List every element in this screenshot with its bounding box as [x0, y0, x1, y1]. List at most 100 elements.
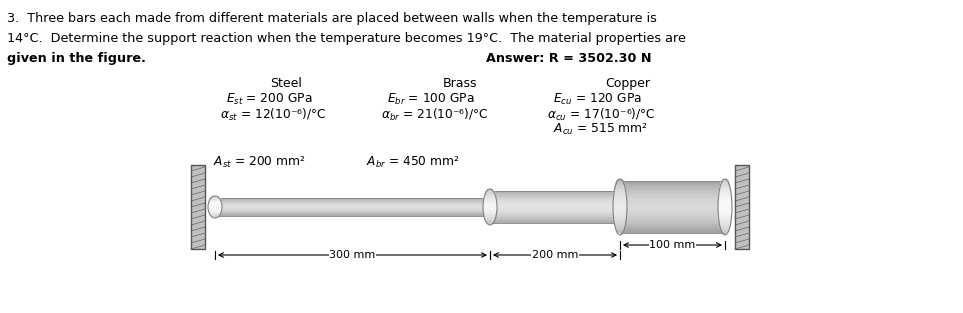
Bar: [490, 204, 620, 205]
Bar: [486, 190, 494, 192]
Bar: [717, 199, 732, 201]
Bar: [208, 209, 222, 211]
Bar: [209, 212, 221, 213]
Bar: [482, 205, 498, 207]
Bar: [483, 213, 497, 214]
Bar: [191, 165, 205, 249]
Bar: [482, 203, 498, 205]
Bar: [482, 210, 497, 212]
Bar: [490, 211, 620, 213]
Bar: [620, 204, 725, 206]
Bar: [616, 180, 624, 183]
Bar: [208, 201, 221, 203]
Bar: [209, 198, 221, 200]
Bar: [210, 198, 221, 199]
Bar: [215, 202, 490, 203]
Bar: [717, 205, 733, 207]
Bar: [718, 192, 732, 194]
Text: $A_{cu}$ = 515 mm²: $A_{cu}$ = 515 mm²: [553, 122, 648, 137]
Bar: [211, 196, 219, 198]
Bar: [613, 188, 626, 190]
Text: 14°C.  Determine the support reaction when the temperature becomes 19°C.  The ma: 14°C. Determine the support reaction whe…: [7, 32, 686, 45]
Bar: [620, 212, 725, 213]
Bar: [620, 217, 725, 219]
Bar: [490, 193, 620, 194]
Bar: [209, 199, 221, 200]
Bar: [620, 186, 725, 187]
Bar: [215, 199, 490, 200]
Bar: [490, 197, 620, 198]
Bar: [215, 199, 490, 200]
Bar: [490, 208, 620, 209]
Bar: [490, 194, 620, 196]
Bar: [483, 198, 497, 200]
Bar: [620, 226, 725, 228]
Bar: [207, 206, 222, 207]
Bar: [620, 192, 725, 194]
Bar: [490, 194, 620, 195]
Text: given in the figure.: given in the figure.: [7, 52, 145, 65]
Bar: [620, 218, 725, 220]
Bar: [735, 165, 749, 249]
Bar: [211, 215, 219, 217]
Bar: [490, 219, 620, 221]
Bar: [490, 220, 620, 221]
Text: $E_{br}$ = 100 GPa: $E_{br}$ = 100 GPa: [387, 92, 475, 107]
Bar: [620, 199, 725, 201]
Bar: [215, 211, 490, 212]
Bar: [490, 209, 620, 210]
Bar: [490, 221, 620, 222]
Bar: [215, 201, 490, 202]
Bar: [617, 231, 623, 233]
Bar: [717, 208, 733, 211]
Bar: [484, 193, 496, 195]
Bar: [719, 225, 730, 228]
Bar: [613, 218, 627, 220]
Bar: [215, 203, 490, 204]
Bar: [620, 188, 725, 190]
Bar: [717, 201, 733, 203]
Bar: [215, 210, 490, 211]
Bar: [490, 201, 620, 202]
Bar: [722, 178, 728, 181]
Bar: [490, 213, 620, 214]
Bar: [613, 190, 626, 192]
Bar: [614, 223, 626, 226]
Bar: [620, 181, 725, 182]
Bar: [620, 208, 725, 210]
Bar: [209, 212, 221, 213]
Bar: [483, 214, 497, 215]
Bar: [612, 201, 628, 203]
Bar: [215, 213, 490, 214]
Bar: [215, 208, 490, 209]
Bar: [212, 196, 218, 197]
Bar: [620, 184, 725, 186]
Bar: [482, 199, 497, 201]
Bar: [620, 231, 725, 233]
Bar: [620, 205, 725, 207]
Bar: [215, 214, 490, 215]
Bar: [718, 190, 732, 192]
Bar: [484, 217, 496, 219]
Bar: [612, 199, 627, 201]
Text: $A_{st}$ = 200 mm²: $A_{st}$ = 200 mm²: [213, 155, 305, 170]
Bar: [215, 198, 490, 216]
Bar: [612, 212, 627, 214]
Bar: [482, 207, 498, 208]
Bar: [207, 205, 222, 206]
Bar: [717, 203, 733, 205]
Bar: [612, 205, 628, 207]
Bar: [483, 194, 496, 196]
Bar: [490, 211, 620, 212]
Bar: [482, 211, 497, 213]
Bar: [614, 184, 625, 187]
Bar: [215, 204, 490, 205]
Bar: [718, 193, 732, 196]
Bar: [208, 208, 222, 209]
Bar: [215, 204, 490, 205]
Bar: [620, 214, 725, 216]
Text: 200 mm: 200 mm: [532, 250, 578, 260]
Bar: [490, 200, 620, 201]
Bar: [490, 195, 620, 197]
Bar: [490, 212, 620, 213]
